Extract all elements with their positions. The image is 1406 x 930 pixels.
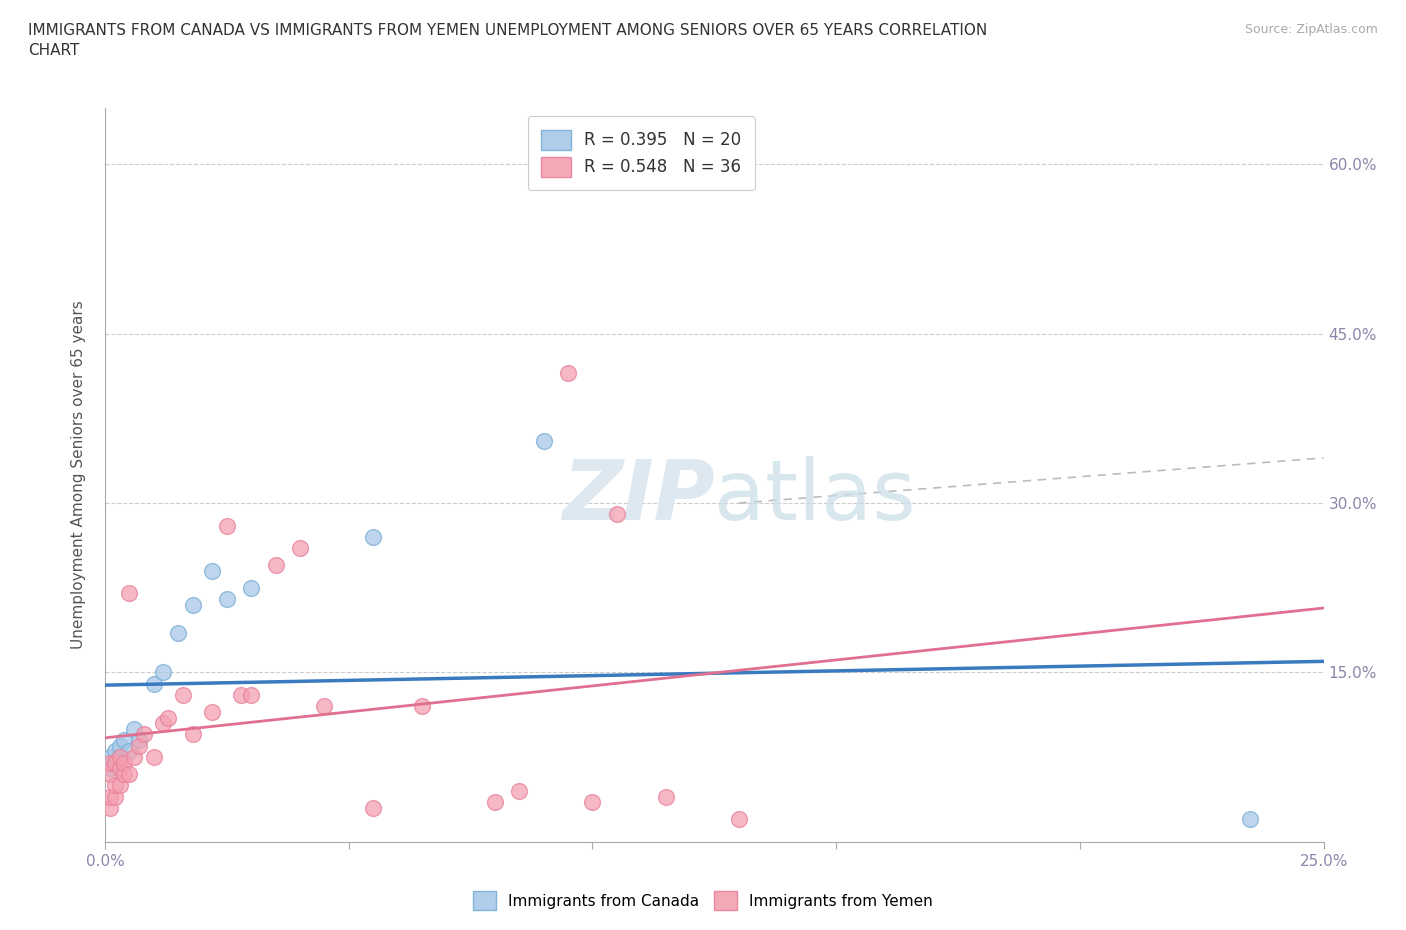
Point (727, 812, 749, 827)
Point (114, 755, 136, 770)
Point (132, 727, 155, 742)
Point (98, 789, 121, 804)
Point (104, 755, 127, 770)
Point (118, 586, 141, 601)
Point (118, 766, 141, 781)
Point (98, 766, 121, 781)
Point (201, 564, 224, 578)
Point (654, 789, 676, 804)
Point (142, 750, 165, 764)
Point (98, 750, 121, 764)
Point (104, 744, 127, 759)
Legend: Immigrants from Canada, Immigrants from Yemen: Immigrants from Canada, Immigrants from … (465, 884, 941, 918)
Point (157, 711, 180, 725)
Point (361, 529, 384, 544)
Point (128, 738, 150, 753)
Point (314, 698, 336, 713)
Point (108, 761, 131, 776)
Point (288, 540, 311, 555)
Point (98, 761, 121, 776)
Point (104, 777, 127, 792)
Point (118, 744, 141, 759)
Point (152, 716, 174, 731)
Point (181, 727, 204, 742)
Point (201, 704, 224, 719)
Point (114, 733, 136, 748)
Text: IMMIGRANTS FROM CANADA VS IMMIGRANTS FROM YEMEN UNEMPLOYMENT AMONG SENIORS OVER : IMMIGRANTS FROM CANADA VS IMMIGRANTS FRO… (28, 23, 987, 58)
Y-axis label: Unemployment Among Seniors over 65 years: Unemployment Among Seniors over 65 years (72, 300, 86, 649)
Point (533, 433, 555, 448)
Point (152, 665, 174, 680)
Point (104, 755, 127, 770)
Point (240, 580, 263, 595)
Point (108, 777, 131, 792)
Point (114, 766, 136, 781)
Text: Source: ZipAtlas.com: Source: ZipAtlas.com (1244, 23, 1378, 36)
Point (215, 518, 238, 533)
Point (181, 597, 204, 612)
Text: atlas: atlas (714, 457, 917, 538)
Point (98, 801, 121, 816)
Point (606, 507, 628, 522)
Point (108, 750, 131, 764)
Point (231, 687, 253, 702)
Point (264, 558, 287, 573)
Point (557, 365, 579, 380)
Point (240, 687, 263, 702)
Point (215, 591, 238, 606)
Point (581, 795, 603, 810)
Point (1239, 812, 1261, 827)
Point (122, 722, 145, 737)
Point (411, 698, 433, 713)
Point (98, 755, 121, 770)
Point (142, 676, 165, 691)
Point (167, 626, 190, 641)
Text: ZIP: ZIP (561, 457, 714, 538)
Legend: R = 0.395   N = 20, R = 0.548   N = 36: R = 0.395 N = 20, R = 0.548 N = 36 (527, 116, 755, 191)
Point (361, 801, 384, 816)
Point (108, 738, 131, 753)
Point (508, 783, 530, 798)
Point (108, 750, 131, 764)
Point (104, 789, 127, 804)
Point (122, 750, 145, 764)
Point (172, 687, 194, 702)
Point (484, 795, 506, 810)
Point (128, 733, 150, 748)
